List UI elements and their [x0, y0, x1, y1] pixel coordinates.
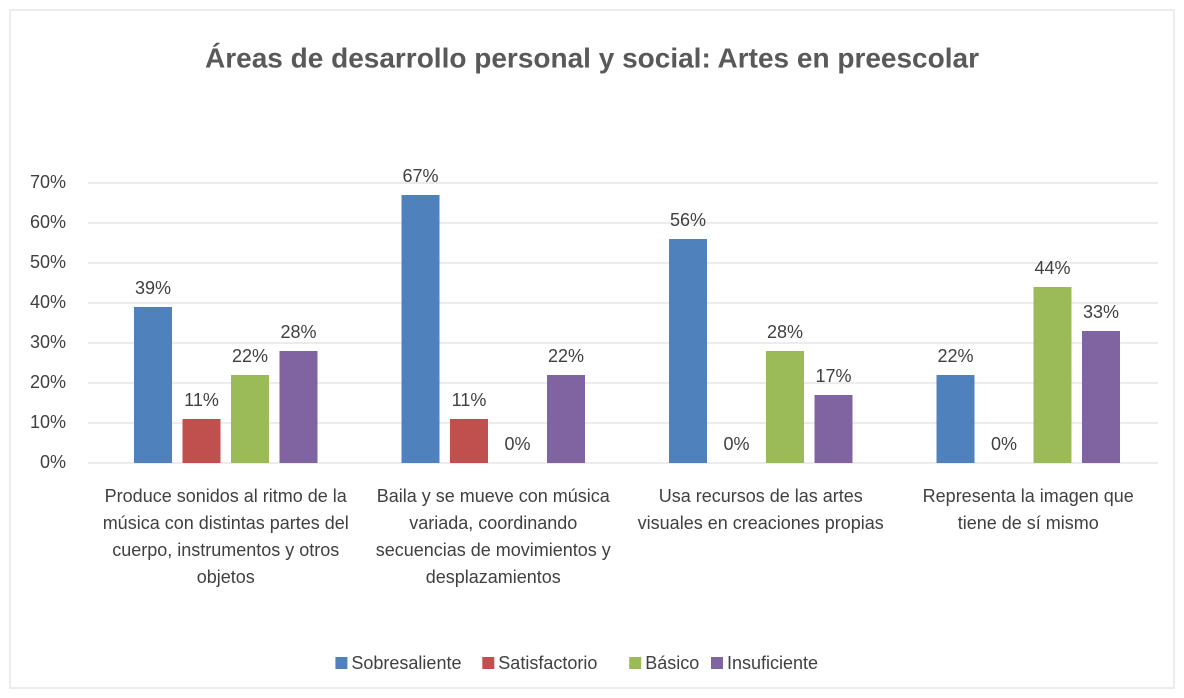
- data-label: 0%: [723, 434, 749, 454]
- chart-title: Áreas de desarrollo personal y social: A…: [205, 42, 979, 73]
- y-tick-label: 30%: [30, 332, 66, 352]
- data-label: 22%: [937, 346, 973, 366]
- x-tick-label: Baila y se mueve con música variada, coo…: [375, 486, 611, 587]
- legend-label: Básico: [645, 653, 699, 673]
- y-tick-label: 0%: [40, 452, 66, 472]
- data-label: 0%: [504, 434, 530, 454]
- legend-swatch: [711, 657, 723, 669]
- bar: [814, 395, 853, 463]
- data-label: 28%: [767, 322, 803, 342]
- bar: [231, 375, 269, 463]
- bar: [182, 419, 221, 463]
- data-label: 11%: [184, 390, 219, 410]
- legend-label: Satisfactorio: [498, 653, 597, 673]
- data-label: 11%: [452, 390, 487, 410]
- bar: [669, 239, 707, 463]
- bar: [1082, 331, 1120, 463]
- y-tick-label: 70%: [30, 172, 66, 192]
- data-label: 67%: [402, 166, 438, 186]
- y-tick-label: 20%: [30, 372, 66, 392]
- legend-label: Sobresaliente: [351, 653, 461, 673]
- data-label: 33%: [1083, 302, 1119, 322]
- x-tick-label: Produce sonidos al ritmo de la música co…: [102, 486, 349, 587]
- data-label: 39%: [135, 278, 171, 298]
- data-label: 17%: [815, 366, 851, 386]
- bar: [279, 351, 318, 463]
- y-tick-label: 40%: [30, 292, 66, 312]
- legend-label: Insuficiente: [727, 653, 818, 673]
- x-tick-label: Usa recursos de las artes visuales en cr…: [637, 486, 884, 533]
- legend-swatch: [482, 657, 495, 669]
- x-tick-label: Representa la imagen que tiene de sí mis…: [922, 486, 1134, 533]
- y-tick-label: 60%: [30, 212, 66, 232]
- bar: [401, 195, 440, 463]
- y-tick-label: 10%: [30, 412, 66, 432]
- legend-swatch: [335, 657, 348, 669]
- data-label: 28%: [280, 322, 316, 342]
- data-label: 44%: [1034, 258, 1070, 278]
- bar: [134, 307, 172, 463]
- data-label: 22%: [232, 346, 268, 366]
- data-label: 56%: [670, 210, 706, 230]
- bar: [450, 419, 488, 463]
- bar: [936, 375, 975, 463]
- legend-swatch: [629, 657, 642, 669]
- chart-border: [9, 9, 1175, 689]
- data-label: 22%: [548, 346, 584, 366]
- bar: [766, 351, 804, 463]
- y-tick-label: 50%: [30, 252, 66, 272]
- data-label: 0%: [991, 434, 1017, 454]
- bar: [1033, 287, 1072, 463]
- bar: [547, 375, 585, 463]
